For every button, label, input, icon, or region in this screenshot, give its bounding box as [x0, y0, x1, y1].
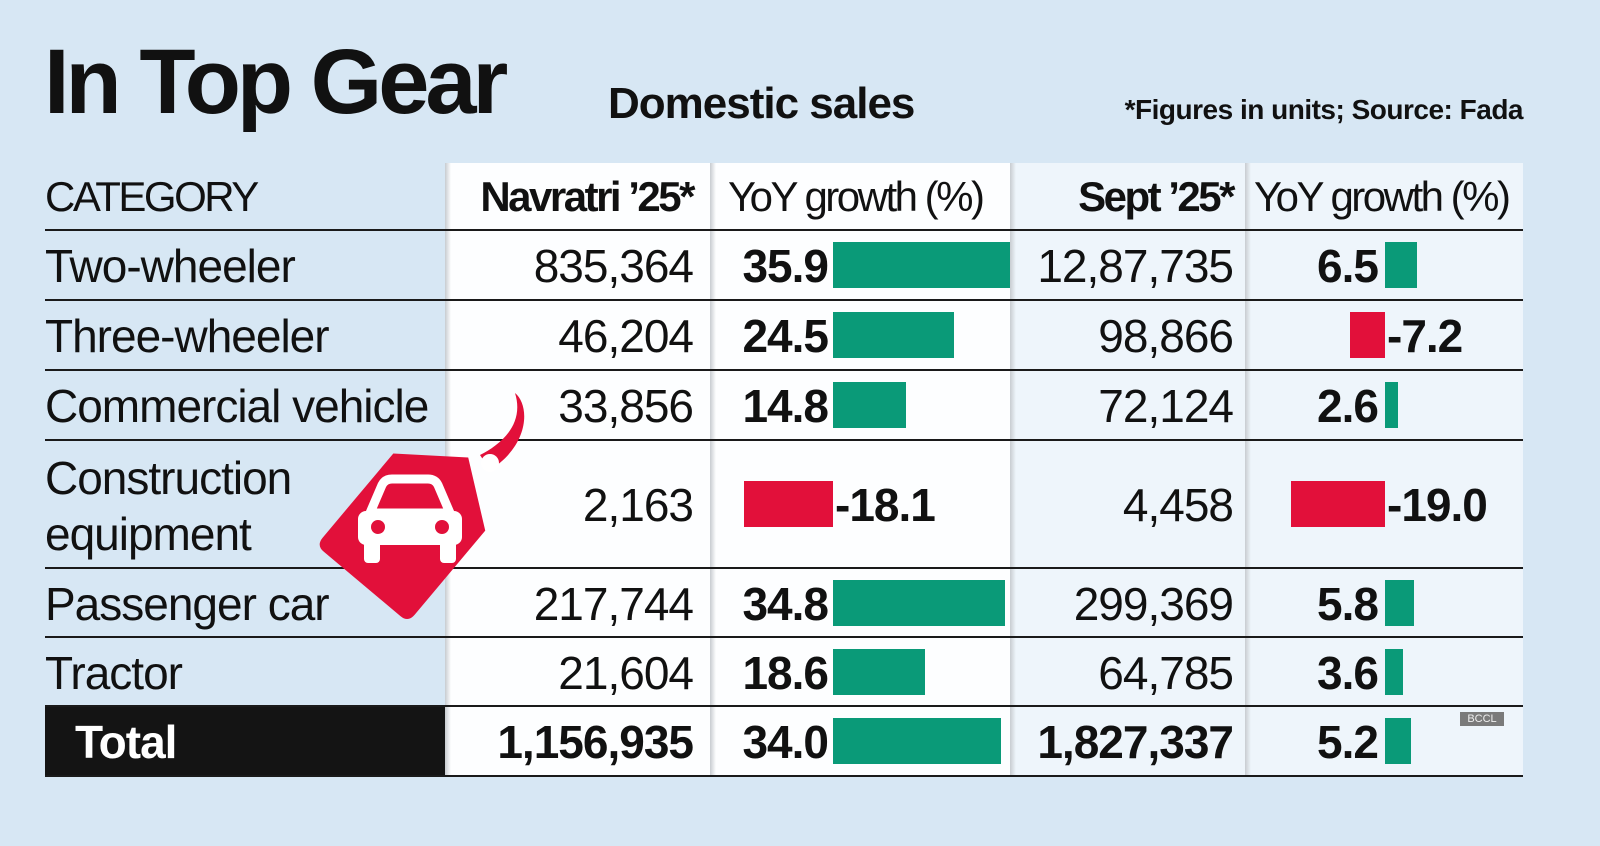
navratri-yoy-bar — [833, 718, 1001, 764]
sept-value: 4,458 — [1122, 479, 1234, 531]
header-sept: Sept ’25* — [1078, 173, 1235, 220]
sept-yoy-bar — [1385, 718, 1411, 764]
navratri-yoy-label: 24.5 — [742, 310, 829, 362]
source-note: *Figures in units; Source: Fada — [1124, 94, 1524, 125]
column-separator — [1010, 163, 1016, 776]
header-navratri: Navratri ’25* — [480, 173, 695, 220]
sept-value: 12,87,735 — [1037, 240, 1234, 292]
sept-yoy-bar — [1291, 481, 1385, 527]
sept-yoy-label: 5.8 — [1317, 577, 1379, 630]
sept-yoy-label: -19.0 — [1387, 479, 1488, 531]
navratri-yoy-label: 18.6 — [742, 646, 829, 699]
sept-yoy-bar — [1385, 579, 1414, 626]
row-divider — [45, 567, 1523, 569]
navratri-yoy-label: 34.0 — [742, 716, 829, 768]
bccl-watermark: BCCL — [1460, 712, 1504, 726]
row-category: Two-wheeler — [45, 240, 296, 292]
column-separator — [710, 163, 716, 776]
sept-value: 98,866 — [1098, 310, 1234, 362]
sept-yoy-label: -7.2 — [1387, 310, 1463, 362]
navratri-value: 1,156,935 — [497, 716, 694, 768]
navratri-yoy-label: 14.8 — [742, 380, 829, 432]
navratri-yoy-label: 34.8 — [742, 577, 829, 630]
sept-yoy-label: 3.6 — [1317, 646, 1379, 699]
navratri-yoy-bar — [833, 382, 906, 428]
header-navratri-yoy: YoY growth (%) — [728, 173, 985, 220]
row-divider — [45, 775, 1523, 777]
row-divider — [45, 369, 1523, 371]
row-divider — [45, 299, 1523, 301]
navratri-yoy-bar — [833, 312, 954, 358]
navratri-value: 33,856 — [558, 380, 694, 432]
sept-value: 64,785 — [1098, 646, 1234, 699]
navratri-yoy-label: 35.9 — [742, 240, 829, 292]
car-icon — [358, 474, 462, 563]
total-row-background — [45, 706, 445, 776]
sept-yoy-bar — [1385, 648, 1403, 695]
header-category: CATEGORY — [45, 173, 259, 220]
navratri-yoy-bar — [833, 242, 1010, 288]
row-divider — [45, 229, 1523, 231]
row-category: Total — [75, 716, 177, 768]
sept-column-bg — [1010, 163, 1523, 776]
row-category: Construction equipment — [45, 452, 292, 560]
sept-value: 299,369 — [1073, 577, 1234, 630]
tag-string — [480, 393, 525, 470]
navratri-value: 21,604 — [558, 646, 694, 699]
row-divider — [45, 705, 1523, 707]
navratri-yoy-label: -18.1 — [835, 479, 936, 531]
column-separator — [1245, 163, 1251, 776]
row-category: Commercial vehicle — [45, 380, 429, 432]
row-divider — [45, 636, 1523, 638]
sept-yoy-label: 5.2 — [1317, 716, 1379, 768]
sept-value: 72,124 — [1098, 380, 1234, 432]
row-category: Tractor — [45, 646, 183, 699]
row-category: Three-wheeler — [45, 310, 330, 362]
navratri-value: 217,744 — [533, 577, 694, 630]
row-divider — [45, 439, 1523, 441]
sept-yoy-bar — [1385, 382, 1398, 428]
sept-yoy-bar — [1349, 312, 1385, 358]
navratri-value: 835,364 — [533, 240, 694, 292]
sept-yoy-label: 6.5 — [1317, 240, 1379, 292]
row-category: Passenger car — [45, 577, 330, 630]
sept-yoy-label: 2.6 — [1317, 380, 1379, 432]
header-sept-yoy: YoY growth (%) — [1254, 173, 1511, 220]
navratri-yoy-bar — [833, 648, 925, 695]
navratri-value: 2,163 — [582, 479, 694, 531]
navratri-value: 46,204 — [558, 310, 694, 362]
sept-value: 1,827,337 — [1037, 716, 1234, 768]
tag-hole — [481, 454, 499, 472]
navratri-yoy-bar — [743, 481, 833, 527]
sept-yoy-bar — [1385, 242, 1418, 288]
price-tag-car-icon — [319, 393, 525, 619]
navratri-yoy-bar — [833, 579, 1005, 626]
subtitle: Domestic sales — [608, 79, 915, 128]
page-title: In Top Gear — [44, 31, 508, 133]
